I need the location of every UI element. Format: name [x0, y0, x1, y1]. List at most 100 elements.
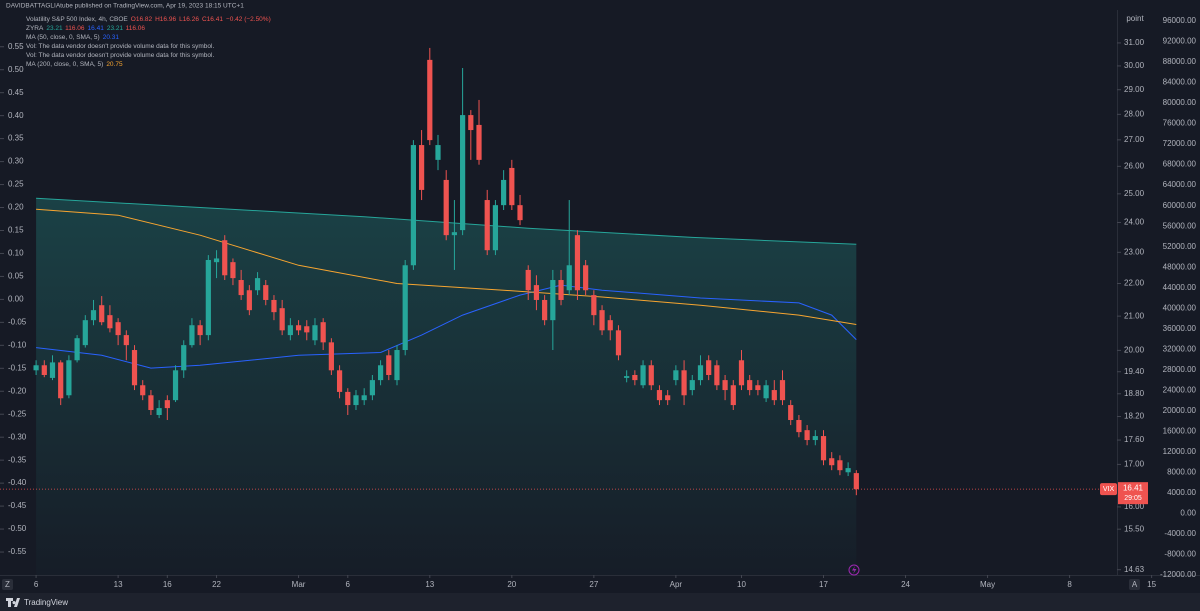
candle-body — [714, 365, 720, 386]
candle-body — [476, 124, 482, 160]
candle-body — [287, 325, 293, 336]
candle-body — [517, 205, 523, 221]
candle-body — [583, 265, 589, 291]
event-icon-bolt — [852, 566, 857, 574]
scale-button[interactable] — [2, 579, 13, 590]
candle-body — [386, 355, 392, 376]
candle-body — [829, 458, 835, 466]
candle-body — [131, 350, 138, 386]
y2-tick-label: -0.25 — [8, 409, 27, 418]
candle-body — [460, 115, 466, 231]
candle-body — [394, 350, 400, 381]
candle-body — [812, 436, 818, 441]
legend-value: 116.06 — [65, 25, 85, 32]
candle-body — [148, 395, 154, 411]
y3-tick-label: 20000.00 — [1163, 406, 1197, 415]
symbol-tag-label: VIX — [1103, 486, 1115, 493]
y3-tick-label: 48000.00 — [1163, 262, 1197, 271]
scale-button[interactable] — [1129, 579, 1140, 590]
legend-line: Vol: The data vendor doesn't provide vol… — [26, 43, 214, 50]
candle-body — [90, 310, 97, 321]
y3-tick-label: 76000.00 — [1163, 119, 1197, 128]
legend-value: 23.21 — [107, 25, 124, 32]
y-tick-label: 23.00 — [1124, 247, 1145, 256]
candle-body — [566, 265, 572, 291]
candle-body — [673, 370, 679, 381]
candle-body — [632, 375, 638, 381]
y3-tick-label: 64000.00 — [1163, 180, 1197, 189]
y-tick-label: 28.00 — [1124, 109, 1145, 118]
y-tick-label: 14.63 — [1124, 565, 1145, 574]
candle-body — [197, 325, 203, 336]
candle-body — [123, 335, 129, 346]
y3-tick-label: 28000.00 — [1163, 365, 1197, 374]
y3-tick-label: -8000.00 — [1164, 550, 1196, 559]
y2-tick-label: 0.25 — [8, 180, 24, 189]
axis-unit: point — [1126, 14, 1144, 23]
y2-tick-label: 0.05 — [8, 272, 24, 281]
y2-tick-label: 0.15 — [8, 226, 24, 235]
header: DAVIDBATTAGLIAtube published on TradingV… — [6, 3, 244, 10]
candle-body — [164, 400, 170, 409]
y2-tick-label: 0.35 — [8, 134, 24, 143]
candle-body — [484, 200, 490, 251]
candle-body — [189, 325, 195, 346]
event-icon[interactable] — [848, 564, 860, 576]
y-tick-label: 16.00 — [1124, 502, 1145, 511]
legend-value: O16.82 — [131, 16, 153, 23]
candle-body — [763, 385, 769, 399]
legend-label: MA (50, close, 0, SMA, 5) — [26, 34, 100, 41]
candle-body — [41, 365, 47, 376]
candle-body — [295, 325, 302, 331]
candle-body — [853, 473, 859, 490]
candle-body — [435, 145, 441, 160]
y3-tick-label: 84000.00 — [1163, 78, 1197, 87]
x-tick-label: 6 — [346, 580, 351, 589]
candle-body — [33, 365, 39, 371]
candle-body — [542, 299, 548, 321]
footer-logo — [6, 598, 20, 607]
candle-body — [66, 360, 72, 396]
candle-body — [369, 380, 375, 396]
price-axis-panel — [1117, 10, 1200, 575]
candle-body — [771, 390, 777, 401]
y3-tick-label: 92000.00 — [1163, 37, 1197, 46]
candle-body — [181, 345, 187, 371]
candle-body — [681, 370, 687, 396]
y2-tick-label: 0.50 — [8, 65, 24, 74]
candle-body — [353, 395, 359, 406]
countdown: 29:05 — [1124, 495, 1142, 502]
candle-body — [615, 330, 622, 356]
y3-tick-label: 8000.00 — [1167, 468, 1196, 477]
overlay-line — [36, 208, 857, 325]
legend-line: MA (200, close, 0, SMA, 5) 20.75 — [26, 61, 123, 68]
y-tick-label: 15.50 — [1124, 524, 1145, 533]
scale-button-label[interactable]: Z — [5, 580, 10, 589]
candle-body — [58, 362, 64, 399]
y3-tick-label: 40000.00 — [1163, 303, 1197, 312]
y-tick-label: 26.00 — [1124, 161, 1145, 170]
candle-body — [427, 59, 433, 141]
candle-body — [345, 391, 351, 406]
candle-body — [820, 436, 827, 461]
y-tick-label: 17.60 — [1124, 435, 1145, 444]
y3-tick-label: 52000.00 — [1163, 242, 1197, 251]
y3-tick-label: 4000.00 — [1167, 488, 1196, 497]
candle-body — [599, 310, 605, 331]
candle-body — [238, 280, 244, 296]
candle-body — [361, 395, 367, 401]
y3-tick-label: -4000.00 — [1164, 529, 1196, 538]
candle-body — [320, 322, 326, 343]
y-tick-label: 29.00 — [1124, 85, 1145, 94]
x-tick-label: 13 — [114, 580, 123, 589]
candle-body — [501, 179, 507, 206]
y-tick-label: 21.00 — [1124, 311, 1145, 320]
footer-bar — [0, 593, 1200, 611]
legend-value: C16.41 — [202, 16, 223, 23]
scale-button-label[interactable]: A — [1132, 580, 1138, 589]
candle-body — [804, 430, 810, 441]
legend-value: 16.41 — [88, 25, 105, 32]
y-tick-label: 18.20 — [1124, 412, 1145, 421]
candle-body — [648, 365, 654, 386]
